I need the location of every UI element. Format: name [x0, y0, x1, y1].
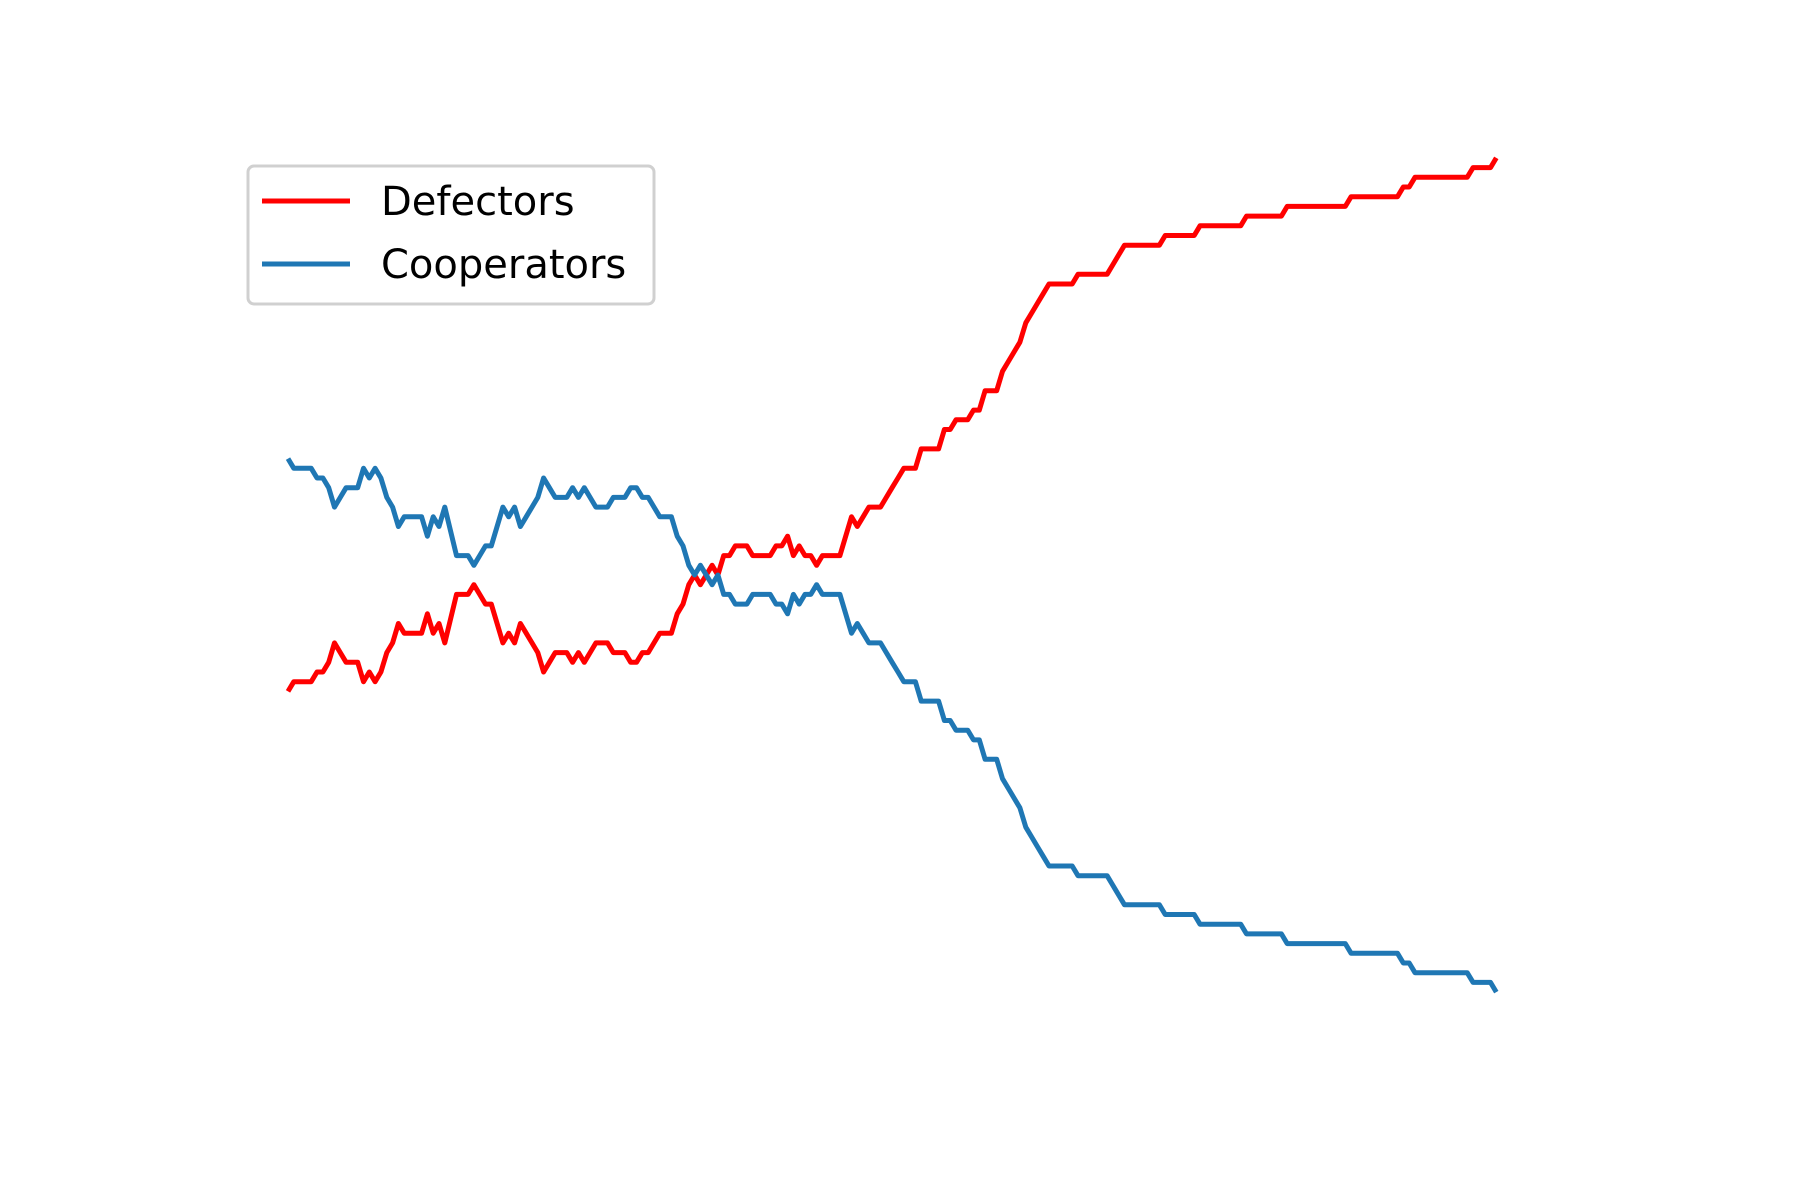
plot-area	[285, 156, 1499, 994]
legend-label-defectors: Defectors	[381, 179, 575, 225]
legend-label-cooperators: Cooperators	[381, 242, 626, 288]
legend: Defectors Cooperators	[246, 164, 656, 306]
series-line-defectors	[285, 156, 1499, 693]
series-line-cooperators	[285, 457, 1499, 994]
